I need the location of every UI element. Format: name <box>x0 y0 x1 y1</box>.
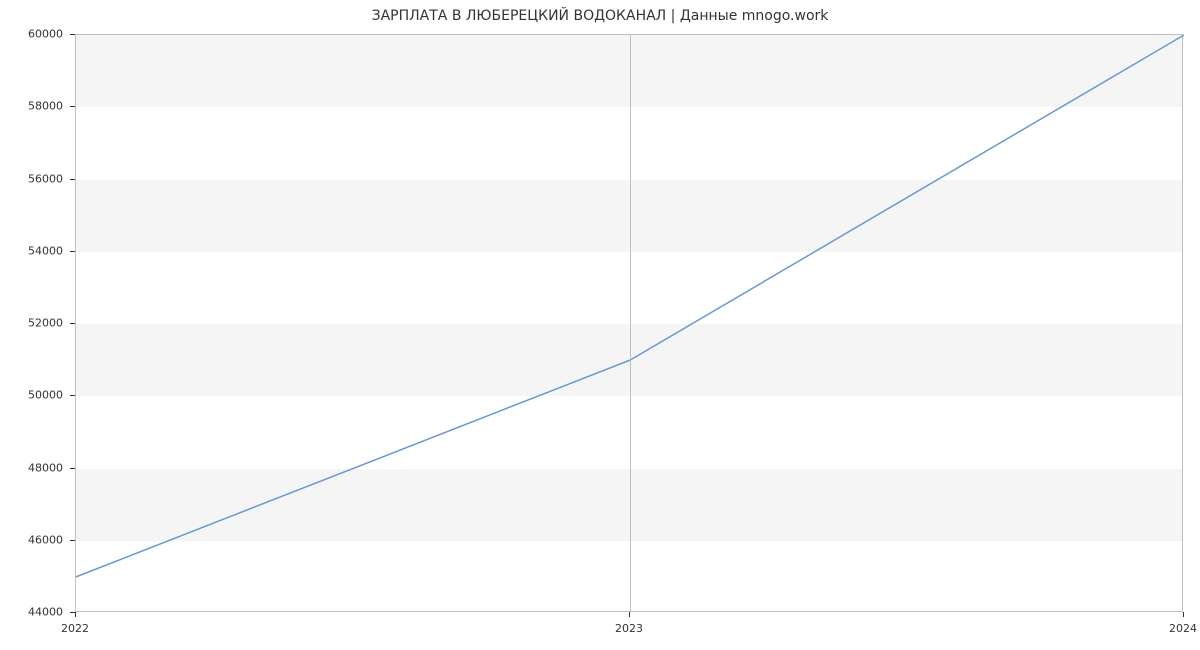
y-tick-label: 52000 <box>0 317 63 330</box>
chart-container: ЗАРПЛАТА В ЛЮБЕРЕЦКИЙ ВОДОКАНАЛ | Данные… <box>0 0 1200 650</box>
y-tick-mark <box>70 468 75 469</box>
chart-title: ЗАРПЛАТА В ЛЮБЕРЕЦКИЙ ВОДОКАНАЛ | Данные… <box>0 8 1200 24</box>
y-tick-label: 48000 <box>0 461 63 474</box>
y-tick-mark <box>70 34 75 35</box>
y-tick-label: 50000 <box>0 389 63 402</box>
plot-area <box>75 34 1183 612</box>
x-tick-mark <box>1183 612 1184 617</box>
x-tick-mark <box>629 612 630 617</box>
y-tick-label: 56000 <box>0 172 63 185</box>
y-tick-mark <box>70 395 75 396</box>
x-tick-label: 2022 <box>61 622 89 635</box>
y-tick-label: 58000 <box>0 100 63 113</box>
vertical-gridline <box>630 35 631 611</box>
y-tick-mark <box>70 540 75 541</box>
y-tick-label: 46000 <box>0 533 63 546</box>
y-tick-label: 44000 <box>0 606 63 619</box>
y-tick-mark <box>70 323 75 324</box>
y-tick-label: 60000 <box>0 28 63 41</box>
x-tick-mark <box>75 612 76 617</box>
y-tick-mark <box>70 251 75 252</box>
y-tick-label: 54000 <box>0 244 63 257</box>
y-tick-mark <box>70 106 75 107</box>
x-tick-label: 2024 <box>1169 622 1197 635</box>
y-tick-mark <box>70 179 75 180</box>
x-tick-label: 2023 <box>615 622 643 635</box>
